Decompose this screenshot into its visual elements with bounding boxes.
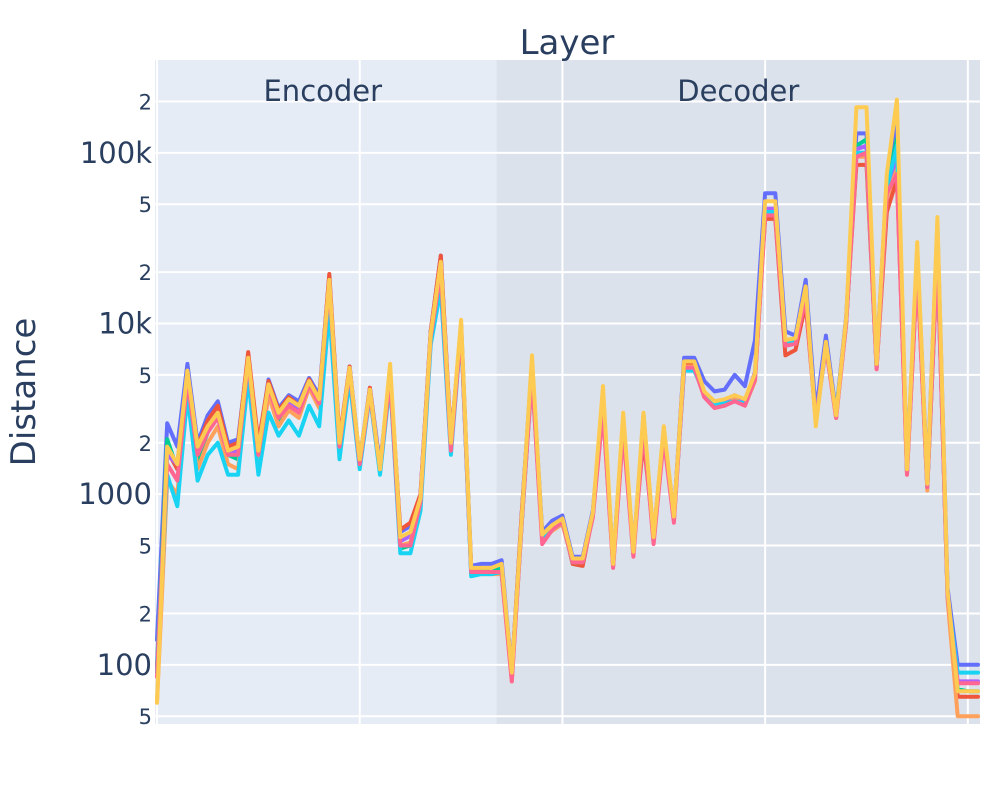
region-label-decoder: Decoder bbox=[677, 74, 799, 108]
y-tick-label-minor: 5 bbox=[139, 705, 152, 729]
region-decoder bbox=[496, 60, 980, 724]
region-labels: Encoder Decoder bbox=[263, 74, 799, 108]
chart-title: Layer bbox=[520, 23, 615, 63]
y-tick-label-minor: 5 bbox=[139, 535, 152, 559]
y-tick-label-minor: 5 bbox=[139, 364, 152, 388]
y-tick-label-major: 100 bbox=[97, 648, 152, 682]
y-tick-label-minor: 5 bbox=[139, 193, 152, 217]
series-lines bbox=[155, 97, 980, 719]
y-tick-label-minor: 2 bbox=[139, 602, 152, 626]
y-tick-label-minor: 2 bbox=[139, 261, 152, 285]
y-tick-label-major: 100k bbox=[80, 136, 152, 170]
y-tick-label-minor: 2 bbox=[139, 90, 152, 114]
series-line-8 bbox=[155, 97, 980, 705]
y-axis-title: Distance bbox=[4, 318, 44, 467]
y-tick-labels: 100 1000 10k 100k 5 2 5 2 5 2 5 2 bbox=[78, 90, 152, 729]
y-tick-label-minor: 2 bbox=[139, 432, 152, 456]
region-label-encoder: Encoder bbox=[263, 74, 382, 108]
y-tick-label-major: 1000 bbox=[78, 477, 152, 511]
y-tick-label-major: 10k bbox=[98, 307, 152, 341]
